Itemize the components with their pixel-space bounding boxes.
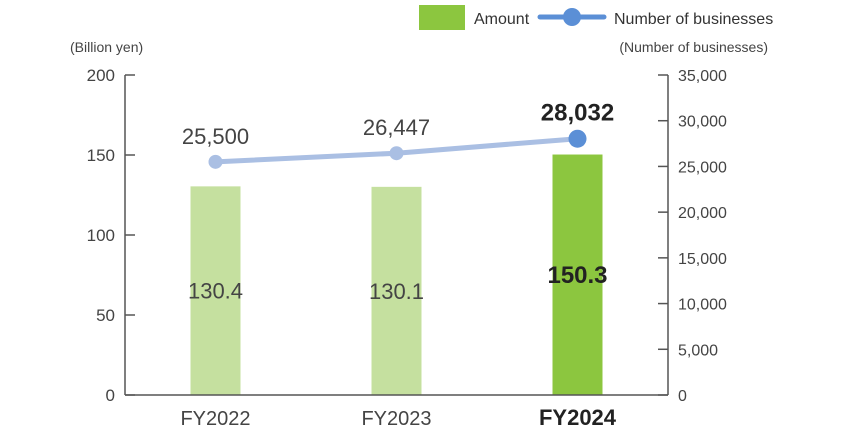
left-axis-tick-label: 200 (87, 66, 115, 85)
bar-value-label: 130.1 (369, 279, 424, 304)
right-axis-tick-label: 20,000 (678, 205, 727, 222)
right-axis-tick-label: 0 (678, 388, 687, 405)
bar-amount (552, 154, 603, 395)
legend: Amount Number of businesses (419, 5, 773, 30)
right-axis-tick-label: 30,000 (678, 114, 727, 131)
right-axis-tick-label: 10,000 (678, 297, 727, 314)
left-axis-tick-label: 0 (106, 386, 115, 405)
left-axis: 0 50 100 150 200 (87, 66, 135, 405)
x-category-label: FY2022 (180, 408, 250, 430)
businesses-point (389, 146, 404, 161)
bar-amount (371, 186, 422, 395)
legend-businesses-label: Number of businesses (614, 11, 773, 28)
left-axis-unit: (Billion yen) (70, 39, 143, 55)
x-category-label: FY2024 (539, 405, 617, 430)
businesses-value-label: 25,500 (182, 124, 249, 149)
right-axis: 0 5,000 10,000 15,000 20,000 25,000 30,000 35,0… (658, 68, 727, 405)
line-series: 25,500 26,447 28,032 (182, 100, 614, 169)
businesses-point (568, 129, 587, 148)
left-axis-tick-label: 150 (87, 146, 115, 165)
businesses-value-label: 26,447 (363, 115, 430, 140)
bar-value-label: 130.4 (188, 279, 243, 304)
left-axis-tick-label: 100 (87, 226, 115, 245)
x-category-label: FY2023 (361, 408, 431, 430)
right-axis-tick-label: 25,000 (678, 159, 727, 176)
businesses-point (208, 154, 223, 169)
left-axis-tick-label: 50 (96, 306, 115, 325)
legend-businesses-marker (563, 8, 581, 26)
right-axis-tick-label: 15,000 (678, 251, 727, 268)
legend-amount-swatch (419, 5, 465, 30)
right-axis-unit: (Number of businesses) (619, 39, 768, 55)
businesses-value-label: 28,032 (541, 100, 614, 127)
x-axis: FY2022 FY2023 FY2024 (125, 394, 668, 430)
legend-amount-label: Amount (474, 11, 530, 28)
right-axis-tick-label: 5,000 (678, 342, 718, 359)
bar-value-label: 150.3 (547, 262, 607, 289)
bars: 130.4 130.1 150.3 (188, 154, 608, 395)
bar-amount (190, 186, 241, 395)
right-axis-tick-label: 35,000 (678, 68, 727, 85)
